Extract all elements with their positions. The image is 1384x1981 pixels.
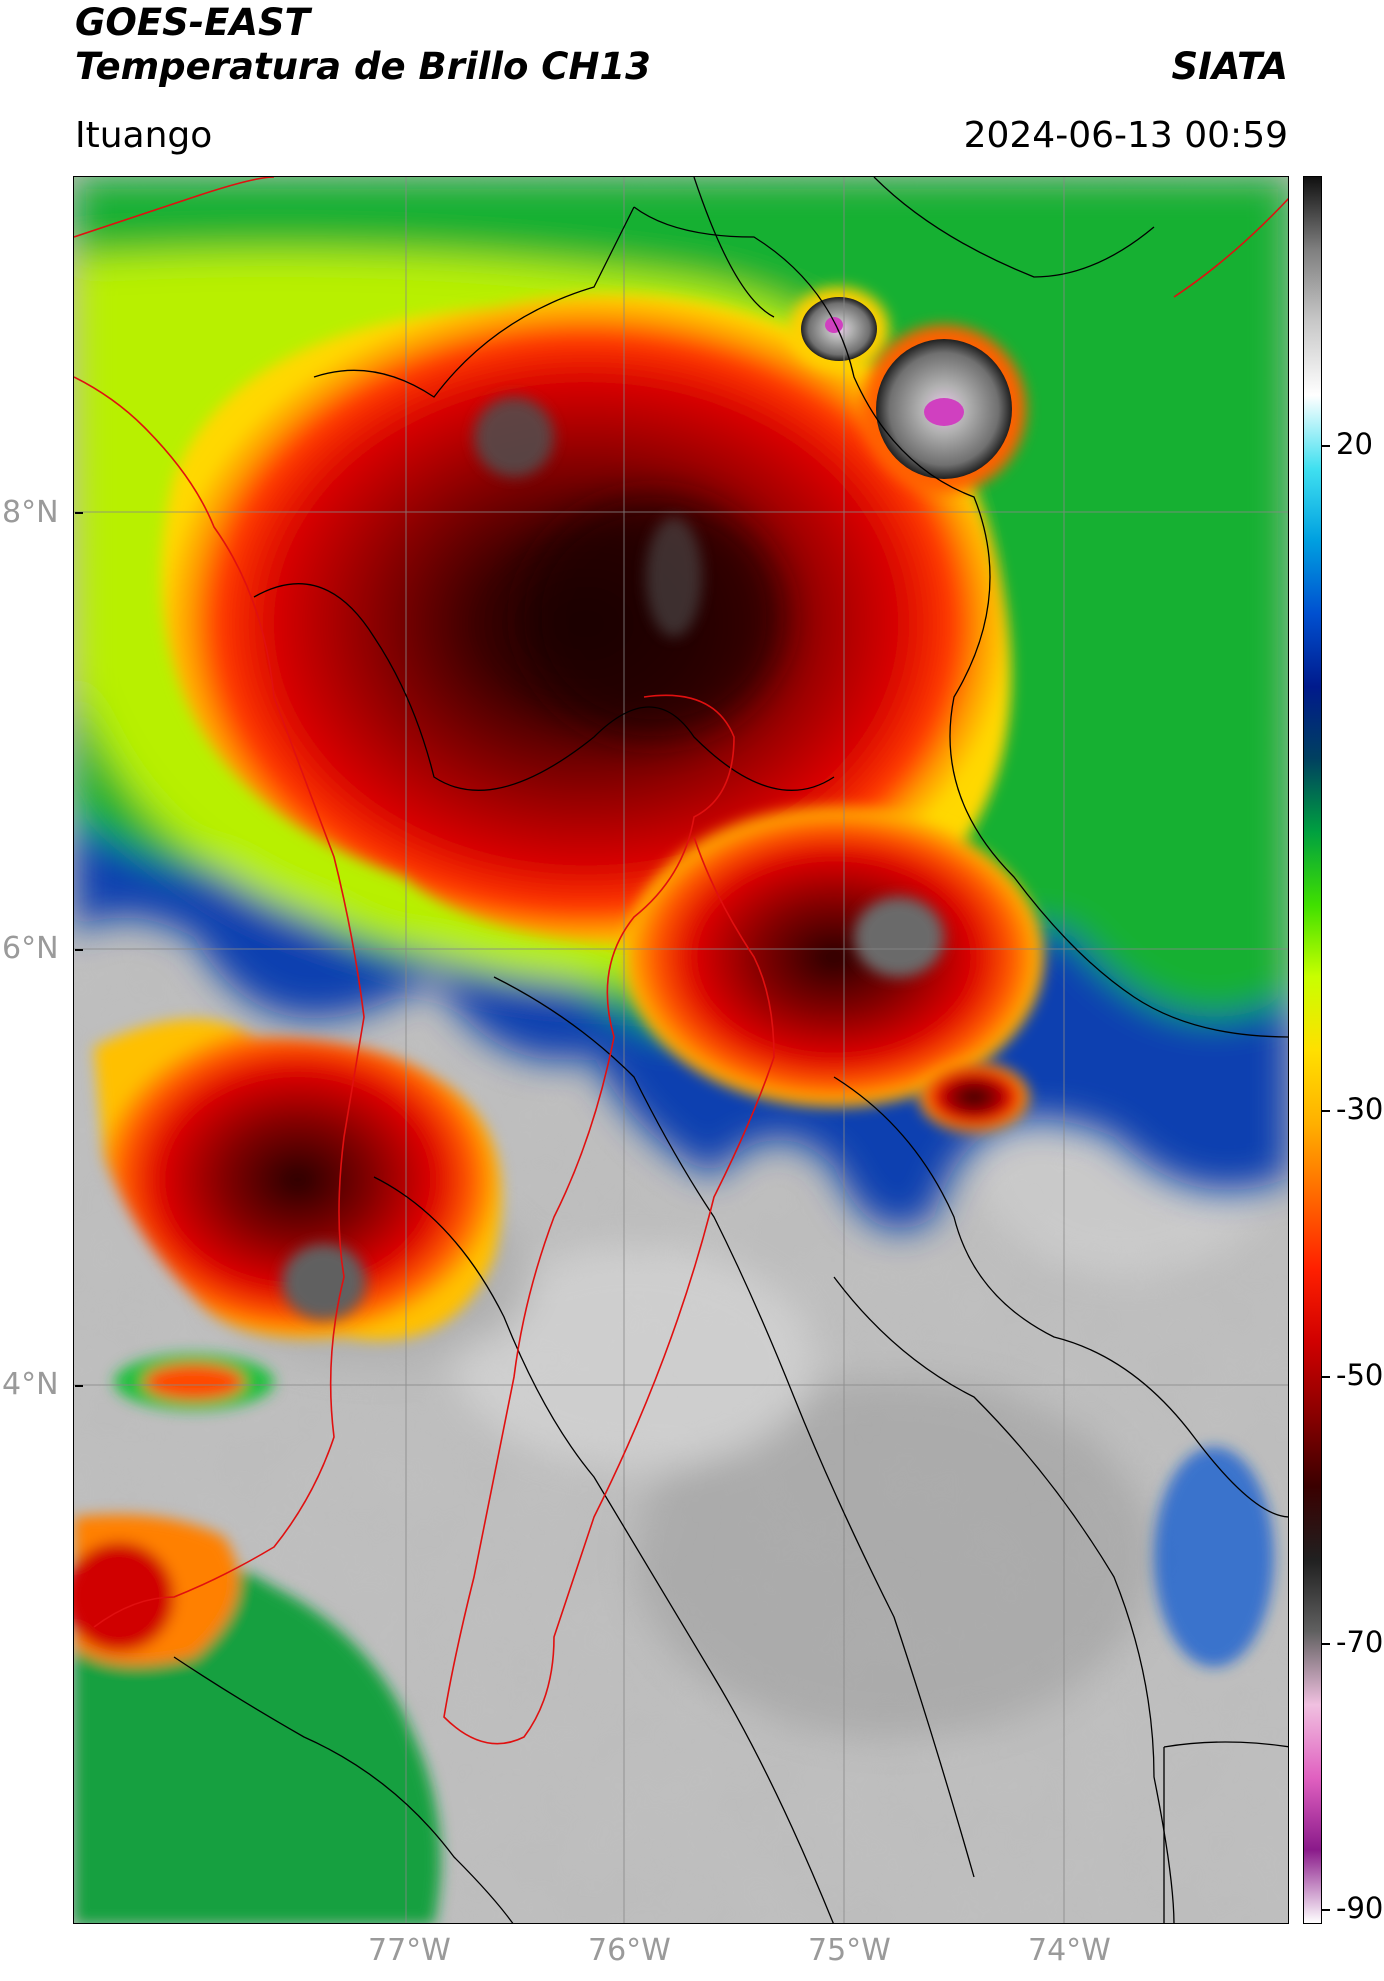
department-borders <box>173 177 1288 1923</box>
lat-label-4n: 4°N <box>2 1367 59 1402</box>
map-panel <box>73 176 1289 1924</box>
lon-label-75w: 75°W <box>808 1933 891 1968</box>
mcs-north <box>161 293 1011 954</box>
colorbar-label-20: 20 <box>1336 427 1373 461</box>
lon-label-74w: 74°W <box>1028 1933 1111 1968</box>
mcs-west <box>94 1019 502 1341</box>
organization-label: SIATA <box>1171 45 1288 88</box>
location-label: Ituango <box>75 115 213 156</box>
lon-label-77w: 77°W <box>368 1933 451 1968</box>
colorbar-label-minus30: -30 <box>1336 1092 1384 1126</box>
lat-label-8n: 8°N <box>2 495 59 530</box>
colorbar-label-minus50: -50 <box>1336 1358 1384 1392</box>
timestamp-label: 2024-06-13 00:59 <box>963 115 1288 156</box>
brightness-temperature-map <box>74 177 1288 1923</box>
title-product: Temperatura de Brillo CH13 <box>75 45 651 88</box>
colorbar-label-minus70: -70 <box>1336 1625 1384 1659</box>
temperature-colorbar <box>1303 176 1322 1924</box>
title-satellite: GOES-EAST <box>75 1 310 44</box>
colorbar-label-minus90: -90 <box>1336 1891 1384 1925</box>
ituango-region-outline <box>74 177 1288 1745</box>
lat-label-6n: 6°N <box>2 931 59 966</box>
mcs-east <box>624 807 1044 1132</box>
gridlines <box>74 177 1288 1923</box>
lon-label-76w: 76°W <box>588 1933 671 1968</box>
